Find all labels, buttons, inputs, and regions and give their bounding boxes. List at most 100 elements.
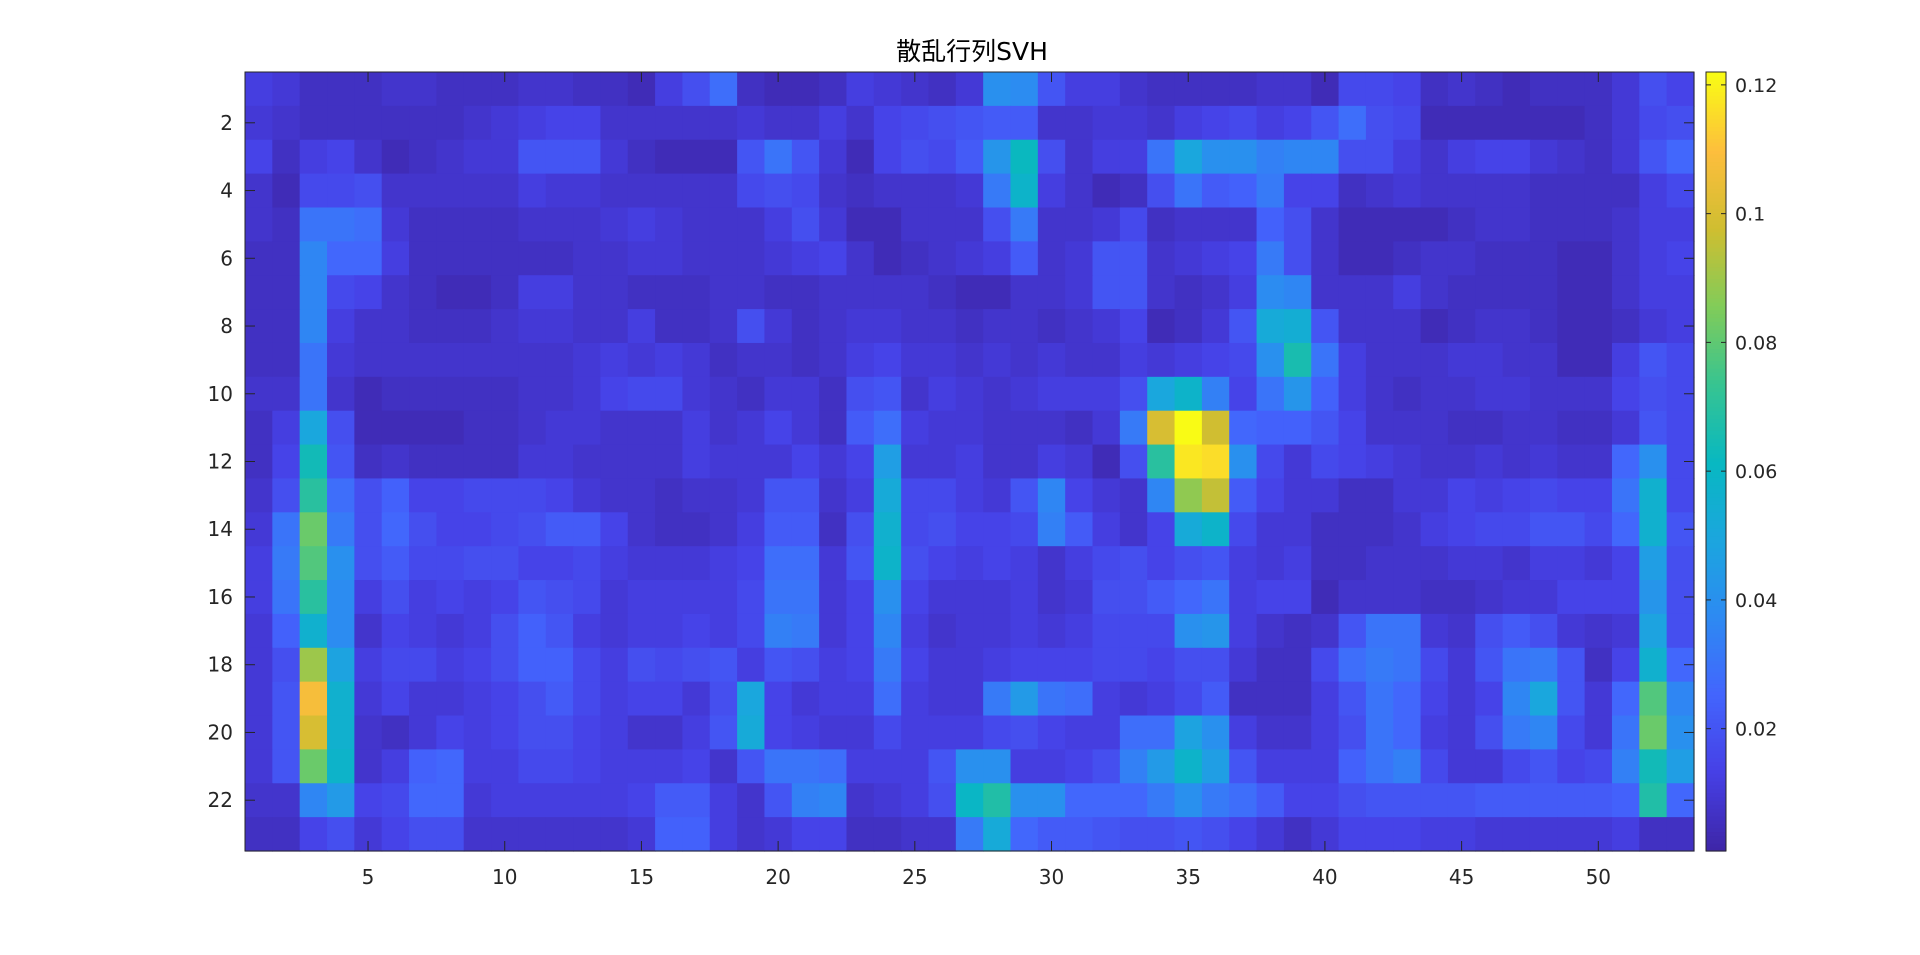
colorbar-segment xyxy=(1706,745,1726,751)
heatmap-cell xyxy=(1174,715,1203,750)
y-tick-label: 16 xyxy=(208,585,233,609)
heatmap-cell xyxy=(873,580,902,615)
heatmap-cell xyxy=(737,478,766,513)
colorbar-segment xyxy=(1706,309,1726,315)
heatmap-cell xyxy=(245,749,273,784)
heatmap-cell xyxy=(1010,647,1039,683)
colorbar-segment xyxy=(1706,79,1726,85)
heatmap-cell xyxy=(1229,681,1258,717)
heatmap-cell xyxy=(327,512,355,547)
colorbar-segment xyxy=(1706,453,1726,459)
heatmap-cell xyxy=(983,105,1012,141)
heatmap-cell xyxy=(1010,512,1039,547)
heatmap-cell xyxy=(381,139,410,175)
heatmap-cell xyxy=(737,72,766,107)
heatmap-cell xyxy=(709,749,738,784)
heatmap-cell xyxy=(819,410,848,446)
heatmap-cell xyxy=(1584,105,1613,141)
heatmap-cell xyxy=(1092,105,1121,141)
heatmap-cell xyxy=(1201,681,1230,717)
heatmap-cell xyxy=(1529,275,1558,310)
heatmap-cell xyxy=(682,817,711,852)
heatmap-cell xyxy=(1201,647,1230,683)
heatmap-cell xyxy=(791,546,820,581)
heatmap-cell xyxy=(819,173,848,209)
heatmap-cell xyxy=(1311,376,1340,412)
heatmap-cell xyxy=(1420,783,1449,818)
heatmap-cell xyxy=(1393,376,1422,412)
heatmap-cell xyxy=(1256,241,1285,276)
colorbar-segment xyxy=(1706,340,1726,346)
colorbar-segment xyxy=(1706,625,1726,630)
heatmap-cell xyxy=(1256,749,1285,784)
heatmap-cell xyxy=(436,580,465,615)
heatmap-cell xyxy=(737,376,766,412)
heatmap-cell xyxy=(819,275,848,310)
heatmap-cell xyxy=(245,478,273,513)
heatmap-cell xyxy=(1174,749,1203,784)
colorbar-segment xyxy=(1706,562,1726,568)
heatmap-cell xyxy=(463,376,492,412)
heatmap-cell xyxy=(1283,817,1312,852)
heatmap-cell xyxy=(983,613,1012,649)
heatmap-cell xyxy=(299,613,328,649)
heatmap-cell xyxy=(1393,309,1422,344)
heatmap-cell xyxy=(518,376,547,412)
heatmap-cell xyxy=(573,241,602,276)
colorbar-segment xyxy=(1706,348,1726,354)
heatmap-cell xyxy=(518,444,547,480)
heatmap-cell xyxy=(1119,275,1148,310)
heatmap-cell xyxy=(1639,444,1668,480)
heatmap-cell xyxy=(1092,72,1121,107)
heatmap-cell xyxy=(901,580,930,615)
heatmap-cell xyxy=(1256,173,1285,209)
colorbar-segment xyxy=(1706,726,1726,731)
heatmap-cell xyxy=(1529,241,1558,276)
heatmap-cell xyxy=(463,207,492,242)
heatmap-cell xyxy=(1119,783,1148,818)
heatmap-cell xyxy=(1201,580,1230,615)
colorbar: 0.02 0.04 0.06 0.08 0.1 0.12 xyxy=(1705,71,1777,852)
heatmap-cell xyxy=(1666,749,1695,784)
heatmap-cell xyxy=(1447,613,1476,649)
colorbar-segment xyxy=(1706,227,1726,233)
heatmap-cell xyxy=(573,72,602,107)
heatmap-cell xyxy=(709,613,738,649)
heatmap-cell xyxy=(846,207,875,242)
colorbar-segment xyxy=(1706,812,1726,817)
heatmap-cell xyxy=(901,512,930,547)
heatmap-cell xyxy=(1584,275,1613,310)
heatmap-cell xyxy=(545,410,574,446)
heatmap-cell xyxy=(955,681,984,717)
heatmap-cell xyxy=(709,342,738,378)
heatmap-cell xyxy=(1147,512,1176,547)
heatmap-cell xyxy=(299,647,328,683)
heatmap-cell xyxy=(1365,681,1394,717)
heatmap-cell xyxy=(709,478,738,513)
heatmap-cell xyxy=(983,410,1012,446)
heatmap-cell xyxy=(737,173,766,209)
heatmap-cell xyxy=(1420,342,1449,378)
heatmap-cell xyxy=(682,342,711,378)
heatmap-cell xyxy=(1256,105,1285,141)
heatmap-cell xyxy=(737,512,766,547)
heatmap-cell xyxy=(381,241,410,276)
heatmap-cell xyxy=(1557,715,1586,750)
heatmap-cell xyxy=(409,749,437,784)
heatmap-cell xyxy=(1283,376,1312,412)
heatmap-cell xyxy=(1447,580,1476,615)
colorbar-segment xyxy=(1706,356,1726,361)
heatmap-cell xyxy=(737,749,766,784)
colorbar-segment xyxy=(1706,146,1726,151)
heatmap-cell xyxy=(1338,275,1367,310)
heatmap-cell xyxy=(1447,546,1476,581)
heatmap-cell xyxy=(901,478,930,513)
colorbar-segment xyxy=(1706,251,1726,256)
heatmap-cell xyxy=(1010,817,1039,852)
x-tick-label: 20 xyxy=(765,865,790,889)
heatmap-cell xyxy=(1365,410,1394,446)
colorbar-segment xyxy=(1706,204,1726,209)
heatmap-cell xyxy=(381,444,410,480)
heatmap-cell xyxy=(1256,817,1285,852)
heatmap-cell xyxy=(1201,309,1230,344)
